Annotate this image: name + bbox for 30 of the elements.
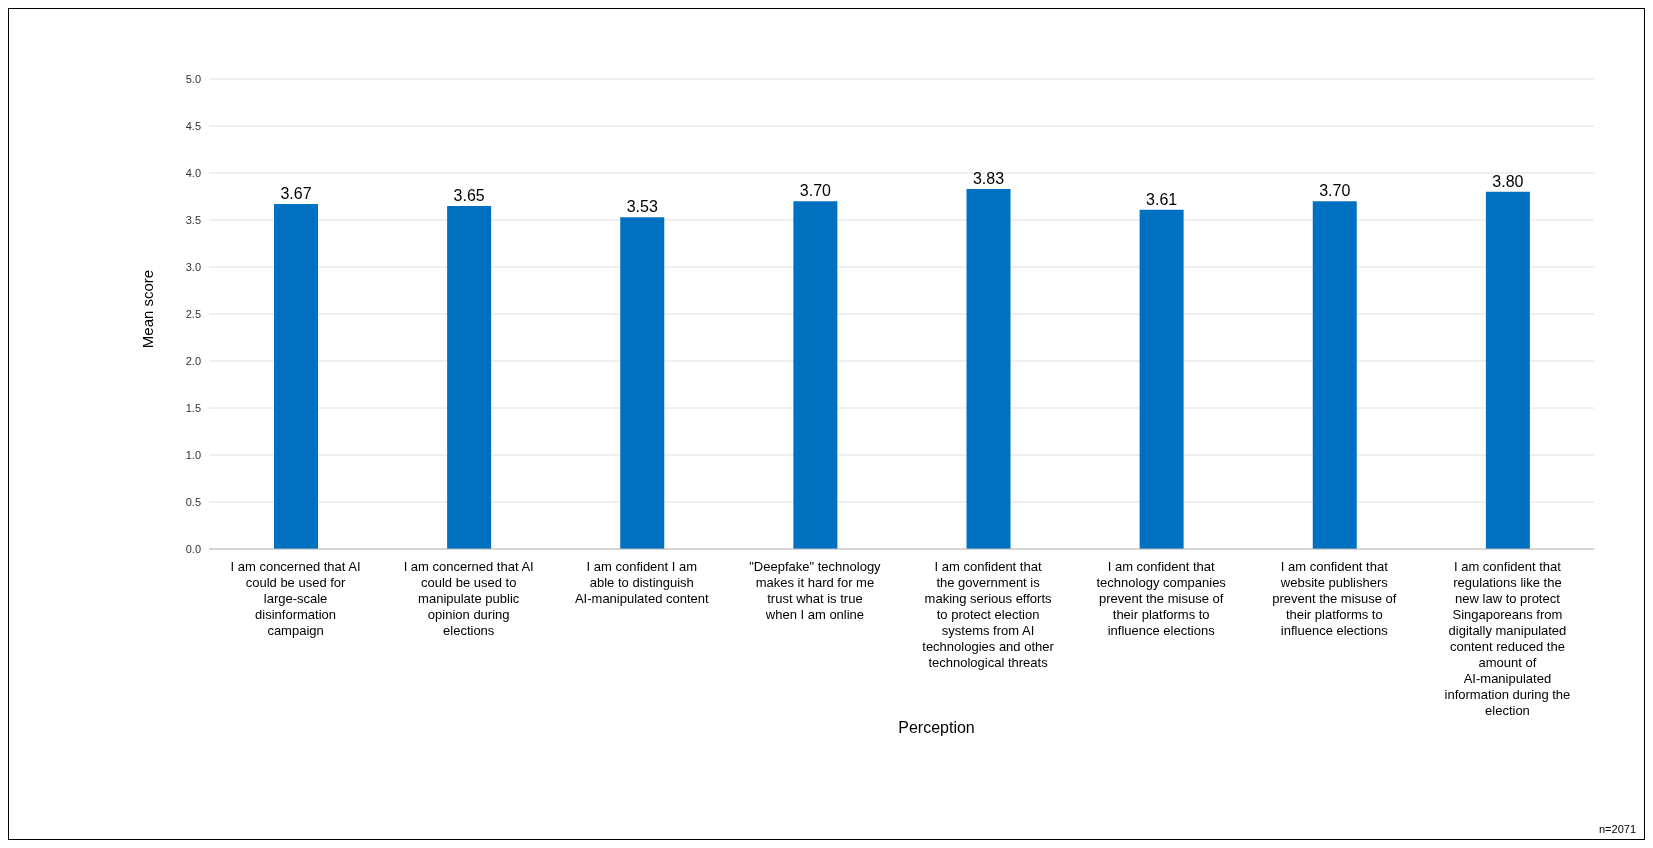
category-label: I am confident that regulations like the new law to protect Singaporeans from digitally manipulated content reduced the amount of AI-manipulated information during the election	[1444, 559, 1571, 718]
y-tick-label: 4.0	[185, 166, 201, 179]
data-label: 3.70	[1319, 182, 1351, 200]
y-tick-label: 5.0	[185, 72, 201, 85]
y-tick-label: 0.0	[185, 542, 201, 555]
data-label: 3.70	[799, 182, 832, 200]
x-tick-label: I am concerned that AI could be used for large-scale disinformation campaign	[230, 559, 361, 638]
data-label: 3.67	[280, 185, 312, 203]
data-label: 3.65	[453, 186, 485, 204]
y-axis-title: Mean score	[139, 269, 156, 349]
y-tick-label: 0.5	[185, 495, 201, 508]
x-tick-label: I am confident that technology companies prevent the misuse of their platforms to influence elections	[1096, 559, 1227, 638]
y-tick-label: 3.0	[185, 260, 201, 273]
x-tick-label: I am confident I am able to distinguish AI-manipulated content	[574, 559, 710, 606]
x-tick-label: I am confident that website publishers prevent the misuse of their platforms to influence elections	[1272, 559, 1397, 638]
text: n=2071	[1598, 823, 1636, 835]
data-label: 3.53	[626, 198, 658, 216]
y-tick-label: 1.5	[185, 401, 201, 414]
x-tick-label: I am concerned that AI could be used to manipulate public opinion during elections	[403, 559, 534, 638]
y-tick-label: 2.0	[185, 354, 201, 367]
y-tick-label: 4.5	[185, 119, 201, 132]
y-tick-label: 1.0	[185, 448, 201, 461]
data-label: 3.61	[1146, 190, 1178, 208]
x-tick-label: I am confident that the government is making serious efforts to protect election systems from AI technologies and other technological threats	[922, 559, 1055, 670]
data-label: 3.83	[972, 169, 1005, 187]
x-tick-label: "Deepfake" technology makes it hard for me trust what is true when I am online	[749, 559, 882, 622]
y-tick-label: 3.5	[185, 213, 201, 226]
data-label: 3.80	[1492, 172, 1524, 190]
x-axis-title: Perception	[898, 719, 975, 736]
y-tick-label: 2.5	[185, 307, 201, 320]
